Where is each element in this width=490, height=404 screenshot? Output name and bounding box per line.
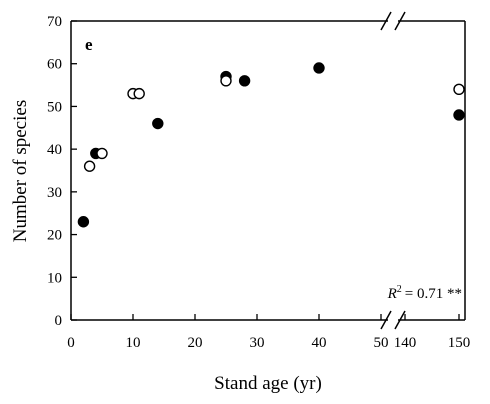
axis-ticks: 0 10 20 30 40 50 60 70 0 10 20 30 40 50 140 150: [47, 14, 470, 351]
y-axis-title: Number of species: [10, 100, 31, 242]
plot-frame: [70, 11, 466, 330]
panel-label: e: [85, 35, 93, 54]
axis-break-mark-top-2: [394, 11, 406, 31]
open-data-point: [220, 75, 232, 87]
y-tick-label: 70: [47, 14, 62, 30]
axis-break-mark-bottom-2: [394, 310, 406, 330]
x-tick-label: 50: [374, 335, 389, 351]
y-tick-label: 0: [55, 313, 63, 329]
x-tick-label: 20: [188, 335, 203, 351]
y-tick-label: 10: [47, 270, 62, 286]
y-tick-label: 60: [47, 57, 62, 73]
r-squared-annotation: R2 = 0.71 **: [387, 284, 462, 302]
x-tick-label: 0: [67, 335, 75, 351]
filled-data-point: [313, 62, 325, 74]
x-tick-label: 10: [126, 335, 141, 351]
x-tick-label: 150: [448, 335, 471, 351]
axis-break-mark-bottom-1: [380, 310, 392, 330]
y-tick-label: 20: [47, 228, 62, 244]
open-data-point: [133, 87, 145, 100]
axis-break-mark-top-1: [380, 11, 392, 31]
data-points: [77, 62, 465, 228]
filled-data-point: [77, 216, 90, 228]
y-tick-label: 30: [47, 185, 62, 201]
open-data-point: [453, 83, 465, 96]
x-tick-label: 140: [394, 335, 417, 351]
filled-data-point: [152, 117, 164, 130]
filled-data-point: [453, 109, 465, 121]
open-data-point: [83, 160, 96, 172]
x-tick-label: 40: [312, 335, 327, 351]
x-tick-label: 30: [250, 335, 265, 351]
x-axis-title: Stand age (yr): [214, 373, 322, 394]
y-tick-label: 40: [47, 142, 62, 158]
filled-data-point: [238, 75, 251, 87]
y-tick-label: 50: [47, 99, 62, 115]
open-data-point: [96, 147, 108, 160]
